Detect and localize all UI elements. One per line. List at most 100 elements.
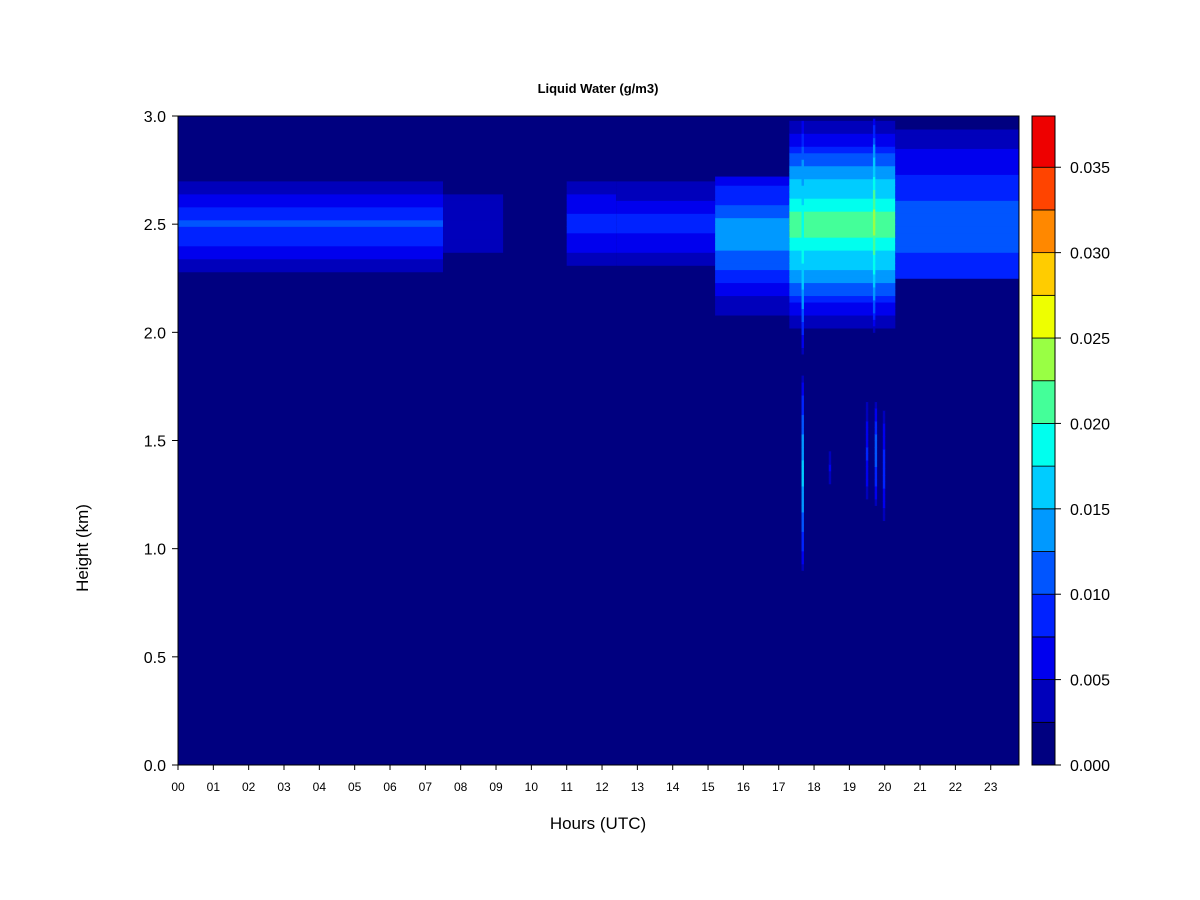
- heatmap-cell: [865, 466, 869, 474]
- heatmap-cell: [801, 191, 804, 199]
- heatmap-cell: [801, 152, 804, 160]
- heatmap-cell: [865, 414, 869, 422]
- heatmap-cell: [872, 144, 876, 152]
- heatmap-cell: [801, 211, 804, 219]
- heatmap-region: [178, 176, 444, 279]
- heatmap-cell: [789, 172, 896, 180]
- heatmap-cell: [801, 453, 804, 461]
- colorbar-swatch: [1031, 209, 1056, 254]
- heatmap-cell: [715, 185, 790, 193]
- heatmap-cell: [801, 308, 804, 316]
- heatmap-cell: [895, 226, 1019, 234]
- heatmap-cell: [715, 315, 790, 323]
- heatmap-cell: [872, 260, 876, 268]
- heatmap-cell: [874, 459, 878, 467]
- colorbar-swatch: [1031, 252, 1056, 296]
- x-tick-label: 22: [949, 780, 963, 794]
- heatmap-cell: [801, 328, 804, 335]
- heatmap-cell: [178, 239, 444, 247]
- y-tick-label: 1.0: [144, 542, 166, 559]
- heatmap-cell: [566, 200, 617, 208]
- heatmap-cell: [789, 263, 896, 271]
- x-tick-label: 18: [807, 780, 821, 794]
- heatmap-cell: [828, 477, 832, 485]
- heatmap-cell: [801, 172, 804, 180]
- colorbar-swatch: [1031, 465, 1056, 510]
- heatmap-cell: [801, 557, 804, 565]
- heatmap-cell: [801, 116, 804, 121]
- heatmap-cell: [872, 176, 876, 184]
- heatmap-cell: [178, 193, 444, 201]
- heatmap-cell: [789, 116, 896, 121]
- heatmap-spike: [801, 116, 804, 355]
- heatmap-cell: [178, 219, 444, 227]
- colorbar-swatch: [1031, 115, 1056, 168]
- heatmap-cell: [566, 239, 617, 247]
- x-tick-label: 01: [207, 780, 221, 794]
- heatmap-cell: [882, 462, 886, 470]
- heatmap-cell: [882, 423, 886, 431]
- heatmap-cell: [566, 226, 617, 234]
- heatmap-cell: [872, 131, 876, 139]
- heatmap-cell: [865, 492, 869, 500]
- heatmap-cell: [872, 202, 876, 210]
- heatmap-cell: [616, 271, 716, 279]
- heatmap-cell: [715, 237, 790, 245]
- heatmap-cell: [882, 507, 886, 515]
- heatmap-cell: [895, 116, 1019, 123]
- heatmap-cell: [801, 198, 804, 206]
- heatmap-cell: [443, 200, 504, 208]
- heatmap-cell: [616, 232, 716, 240]
- heatmap-cell: [865, 453, 869, 461]
- heatmap-cell: [801, 340, 804, 348]
- heatmap-cell: [443, 239, 504, 247]
- heatmap-cell: [443, 265, 504, 273]
- heatmap-cell: [882, 416, 886, 424]
- colorbar-tick-label: 0.005: [1070, 673, 1110, 690]
- heatmap-cell: [801, 276, 804, 284]
- colorbar-swatch: [1031, 337, 1056, 382]
- heatmap-cell: [865, 498, 869, 506]
- heatmap-cell: [789, 276, 896, 284]
- heatmap-cell: [715, 224, 790, 232]
- heatmap-cell: [715, 269, 790, 277]
- heatmap-cell: [443, 271, 504, 279]
- heatmap-cell: [872, 189, 876, 197]
- colorbar-tick-label: 0.025: [1070, 331, 1110, 348]
- heatmap-region: [715, 176, 790, 323]
- heatmap-cell: [801, 250, 804, 258]
- colorbar-frame: [1031, 115, 1056, 766]
- heatmap-cell: [874, 421, 878, 429]
- heatmap-cell: [789, 120, 896, 128]
- heatmap-cell: [872, 286, 876, 294]
- heatmap-cell: [616, 180, 716, 188]
- heatmap-region: [566, 176, 617, 279]
- heatmap-cell: [789, 198, 896, 206]
- heatmap-cell: [828, 464, 832, 472]
- heatmap-cell: [443, 187, 504, 195]
- heatmap-cell: [801, 256, 804, 264]
- heatmap-cell: [882, 436, 886, 444]
- heatmap-cell: [874, 434, 878, 441]
- colorbar-swatch: [1031, 551, 1056, 595]
- heatmap-cell: [874, 414, 878, 422]
- heatmap-cell: [801, 230, 804, 238]
- heatmap-cell: [789, 321, 896, 329]
- heatmap-region: [616, 176, 716, 279]
- heatmap-cell: [715, 217, 790, 225]
- heatmap-cell: [872, 215, 876, 223]
- colorbar-swatch: [1031, 593, 1056, 638]
- heatmap-cell: [178, 213, 444, 221]
- heatmap-cell: [616, 187, 716, 195]
- heatmap-cell: [443, 180, 504, 188]
- heatmap-cell: [872, 273, 876, 281]
- heatmap-cell: [566, 193, 617, 201]
- heatmap-cell: [566, 176, 617, 182]
- colorbar-swatch: [1031, 294, 1056, 339]
- heatmap-cell: [895, 174, 1019, 182]
- x-tick-label: 10: [525, 780, 539, 794]
- heatmap-cell: [789, 152, 896, 160]
- heatmap-cell: [616, 258, 716, 266]
- x-tick-label: 15: [701, 780, 715, 794]
- colorbar-swatch: [1031, 508, 1056, 552]
